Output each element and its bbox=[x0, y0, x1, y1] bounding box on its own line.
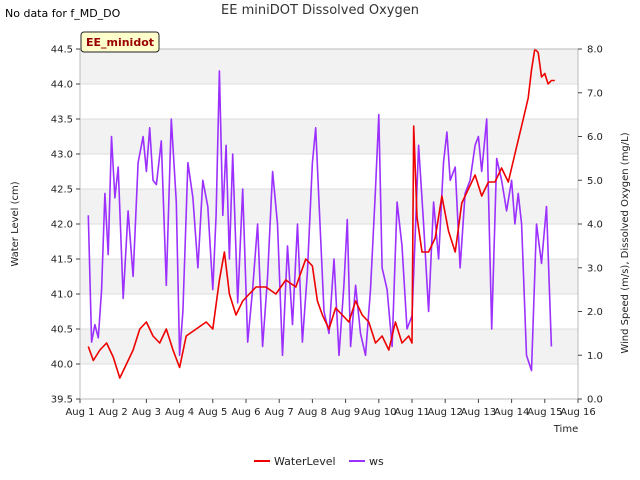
left-axis-label: Water Level (cm) bbox=[10, 181, 21, 266]
badge: EE_minidot bbox=[80, 31, 160, 53]
left-tick-label: 42.0 bbox=[51, 220, 73, 231]
x-axis-ticks: Aug 1 Aug 2 Aug 3 Aug 4 Aug 5 Aug 6 Aug 7 Aug 8… bbox=[65, 399, 596, 418]
x-tick-label: Aug 5 bbox=[198, 407, 227, 418]
x-tick-label: Aug 13 bbox=[461, 407, 496, 418]
background-band bbox=[80, 259, 578, 294]
x-tick-label: Aug 7 bbox=[265, 407, 294, 418]
left-tick-label: 40.0 bbox=[51, 360, 73, 371]
right-tick-label: 3.0 bbox=[587, 263, 603, 274]
chart-title: EE miniDOT Dissolved Oxygen bbox=[221, 3, 419, 18]
x-tick-label: Aug 15 bbox=[527, 407, 562, 418]
x-tick-label: Aug 16 bbox=[560, 407, 595, 418]
right-tick-label: 1.0 bbox=[587, 351, 603, 362]
left-tick-label: 43.5 bbox=[51, 115, 73, 126]
background-band bbox=[80, 119, 578, 154]
left-tick-label: 44.0 bbox=[51, 80, 73, 91]
x-tick-label: Aug 6 bbox=[231, 407, 260, 418]
legend: WaterLevel ws bbox=[254, 455, 384, 468]
right-tick-label: 7.0 bbox=[587, 88, 603, 99]
left-tick-label: 43.0 bbox=[51, 150, 73, 161]
right-tick-label: 6.0 bbox=[587, 132, 603, 143]
x-tick-label: Aug 14 bbox=[494, 407, 529, 418]
legend-label-ws: ws bbox=[369, 455, 384, 468]
left-tick-label: 44.5 bbox=[51, 45, 73, 56]
series-line-ws bbox=[87, 70, 553, 372]
x-tick-label: Aug 2 bbox=[99, 407, 128, 418]
series-layer bbox=[87, 48, 555, 379]
right-tick-label: 5.0 bbox=[587, 176, 603, 187]
left-tick-label: 41.5 bbox=[51, 255, 73, 266]
right-tick-label: 4.0 bbox=[587, 220, 603, 231]
left-tick-label: 39.5 bbox=[51, 395, 73, 406]
right-tick-label: 2.0 bbox=[587, 307, 603, 318]
background-band bbox=[80, 329, 578, 364]
series-line-waterlevel bbox=[87, 48, 555, 379]
right-tick-label: 8.0 bbox=[587, 45, 603, 56]
x-tick-label: Aug 4 bbox=[165, 407, 194, 418]
x-tick-label: Aug 9 bbox=[331, 407, 360, 418]
no-data-note: No data for f_MD_DO bbox=[5, 7, 121, 20]
x-tick-label: Aug 12 bbox=[427, 407, 462, 418]
x-tick-label: Aug 10 bbox=[361, 407, 396, 418]
x-tick-label: Aug 1 bbox=[65, 407, 94, 418]
right-axis-ticks: 0.0 1.0 2.0 3.0 4.0 5.0 6.0 7.0 8.0 bbox=[578, 45, 603, 406]
badge-label: EE_minidot bbox=[86, 36, 154, 49]
right-tick-label: 0.0 bbox=[587, 395, 603, 406]
left-tick-label: 40.5 bbox=[51, 325, 73, 336]
left-axis-ticks: 39.5 40.0 40.5 41.0 41.5 42.0 42.5 43.0 43.5 44.0… bbox=[51, 45, 80, 406]
badge-box bbox=[80, 31, 160, 53]
background-band bbox=[80, 49, 578, 84]
x-tick-label: Aug 11 bbox=[394, 407, 429, 418]
left-tick-label: 42.5 bbox=[51, 185, 73, 196]
right-axis-label: Wind Speed (m/s), Dissolved Oxygen (mg/L… bbox=[620, 132, 631, 353]
background-bands bbox=[80, 49, 578, 364]
left-tick-label: 41.0 bbox=[51, 290, 73, 301]
legend-label-waterlevel: WaterLevel bbox=[274, 455, 336, 468]
x-tick-label: Aug 3 bbox=[132, 407, 161, 418]
x-tick-label: Aug 8 bbox=[298, 407, 327, 418]
x-axis-label: Time bbox=[553, 424, 578, 435]
